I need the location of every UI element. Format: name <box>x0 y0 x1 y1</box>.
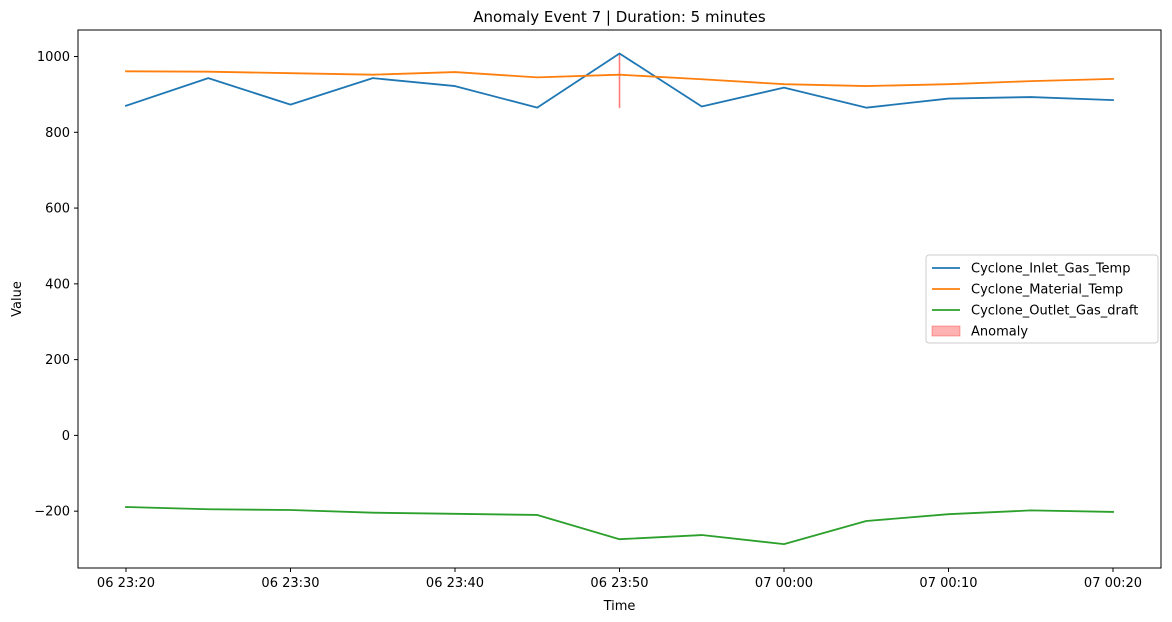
anomaly-layer <box>618 52 621 109</box>
x-tick-label: 07 00:00 <box>755 576 813 591</box>
y-axis-ticks: −200 0 200 400 600 800 1000 <box>34 50 78 520</box>
legend-box <box>925 254 1159 344</box>
legend-entry: Anomaly <box>971 325 1028 340</box>
chart-title: Anomaly Event 7 | Duration: 5 minutes <box>473 8 766 26</box>
x-axis-ticks: 06 23:20 06 23:30 06 23:40 06 23:50 07 00:00… <box>97 568 1142 591</box>
legend-entry: Cyclone_Material_Temp <box>971 283 1123 298</box>
y-axis-label: Value <box>10 281 25 317</box>
legend: Cyclone_Inlet_Gas_Temp Cyclone_Material_T… <box>925 254 1159 344</box>
x-axis-label: Time <box>603 599 636 614</box>
legend-entry: Cyclone_Outlet_Gas_draft <box>971 304 1138 319</box>
y-tick-label: −200 <box>34 505 70 520</box>
legend-swatch-anomaly <box>931 325 961 337</box>
y-tick-label: 0 <box>62 429 70 444</box>
anomaly-region <box>618 52 621 109</box>
y-tick-label: 600 <box>45 202 70 217</box>
series-line-1 <box>124 52 1114 109</box>
x-tick-label: 06 23:30 <box>261 576 319 591</box>
legend-entry: Cyclone_Inlet_Gas_Temp <box>971 262 1130 277</box>
series-line-3 <box>125 506 1114 546</box>
y-tick-label: 800 <box>45 126 70 141</box>
y-tick-label: 400 <box>45 277 70 292</box>
series-layer <box>124 52 1114 546</box>
x-tick-label: 07 00:20 <box>1084 576 1142 591</box>
x-tick-label: 06 23:40 <box>426 576 484 591</box>
y-tick-label: 200 <box>45 353 70 368</box>
series-line-2 <box>125 70 1114 87</box>
x-tick-label: 06 23:20 <box>97 576 155 591</box>
x-tick-label: 07 00:10 <box>919 576 977 591</box>
y-tick-label: 1000 <box>37 50 70 65</box>
x-tick-label: 06 23:50 <box>590 576 648 591</box>
